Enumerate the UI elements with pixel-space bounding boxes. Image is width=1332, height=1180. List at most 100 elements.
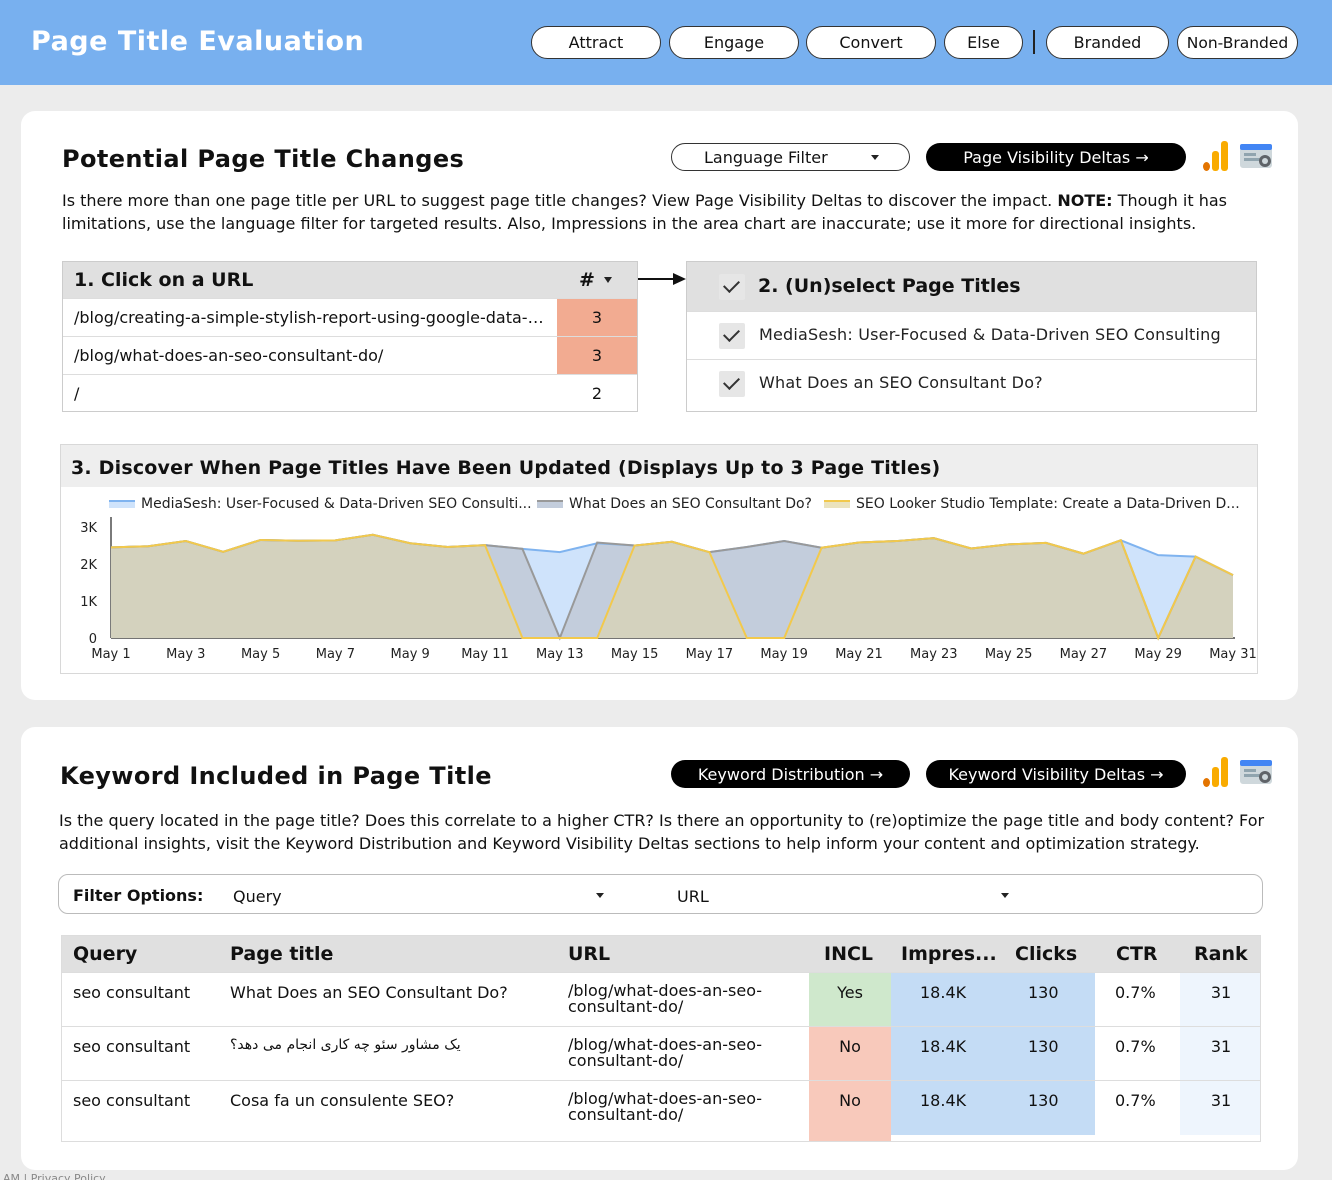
column-header-ctr[interactable]: CTR xyxy=(1116,943,1158,965)
keyword-visibility-deltas-button[interactable]: Keyword Visibility Deltas → xyxy=(926,760,1186,788)
legend-item-series-1[interactable]: MediaSesh: User-Focused & Data-Driven SE… xyxy=(109,496,532,512)
section-title-keyword-included: Keyword Included in Page Title xyxy=(60,762,492,790)
column-header-incl[interactable]: INCL xyxy=(824,943,874,965)
column-header-page-title[interactable]: Page title xyxy=(230,943,334,965)
legend-label: MediaSesh: User-Focused & Data-Driven SE… xyxy=(141,496,532,512)
url-cell: /blog/what-does-an-seo-consultant-do/ xyxy=(568,981,763,1016)
column-header-clicks[interactable]: Clicks xyxy=(1015,943,1078,965)
keyword-table-header: Query Page title URL INCL Impres... Clic… xyxy=(62,936,1260,972)
legend-item-series-3[interactable]: SEO Looker Studio Template: Create a Dat… xyxy=(824,496,1240,512)
title-checkbox[interactable] xyxy=(719,323,745,349)
sort-desc-icon[interactable] xyxy=(604,277,612,283)
list-item[interactable]: What Does an SEO Consultant Do? xyxy=(687,359,1256,407)
google-analytics-icon xyxy=(1203,757,1231,787)
legend-label: SEO Looker Studio Template: Create a Dat… xyxy=(856,496,1240,512)
clicks-cell: 130 xyxy=(1028,1091,1059,1110)
filter-pill-branded[interactable]: Branded xyxy=(1046,26,1169,59)
chart-title: 3. Discover When Page Titles Have Been U… xyxy=(71,457,941,479)
desc-text-2: Though it has limitations, use the langu… xyxy=(62,191,1227,233)
page-visibility-deltas-button[interactable]: Page Visibility Deltas → xyxy=(926,143,1186,171)
legend-label: What Does an SEO Consultant Do? xyxy=(569,496,812,512)
column-header-rank[interactable]: Rank xyxy=(1194,943,1248,965)
x-tick-label: May 5 xyxy=(241,647,280,662)
filter-pill-convert[interactable]: Convert xyxy=(806,26,936,59)
chevron-down-icon[interactable] xyxy=(1001,893,1009,898)
url-cell[interactable]: /blog/what-does-an-seo-consultant-do/ xyxy=(74,346,384,365)
title-checkbox[interactable] xyxy=(719,371,745,397)
impressions-clicks-bg xyxy=(891,1081,1095,1135)
line-series-3 xyxy=(110,533,1234,641)
query-filter-dropdown[interactable]: Query xyxy=(233,887,282,906)
impressions-cell: 18.4K xyxy=(920,1091,967,1110)
impressions-clicks-bg xyxy=(891,973,1095,1027)
incl-cell-partial xyxy=(809,1135,891,1141)
keyword-table: Query Page title URL INCL Impres... Clic… xyxy=(61,935,1261,1142)
title-option-label: MediaSesh: User-Focused & Data-Driven SE… xyxy=(759,325,1221,344)
arrow-right-icon xyxy=(638,278,676,280)
x-tick-label: May 19 xyxy=(760,647,808,662)
url-cell: /blog/what-does-an-seo-consultant-do/ xyxy=(568,1035,763,1070)
table-row[interactable]: seo consultant What Does an SEO Consulta… xyxy=(62,972,1260,1027)
incl-cell: No xyxy=(809,1027,891,1081)
clicks-cell: 130 xyxy=(1028,983,1059,1002)
y-tick-label: 0 xyxy=(89,632,97,647)
count-cell: 3 xyxy=(557,299,637,336)
y-tick-label: 2K xyxy=(80,558,97,573)
filter-pill-else[interactable]: Else xyxy=(944,26,1023,59)
legend-swatch xyxy=(824,500,850,508)
keyword-distribution-button[interactable]: Keyword Distribution → xyxy=(671,760,910,788)
page-title-cell: یک مشاور سئو چه کاری انجام می دهد؟ xyxy=(230,1037,461,1053)
url-cell: /blog/what-does-an-seo-consultant-do/ xyxy=(568,1089,763,1124)
filter-pill-attract[interactable]: Attract xyxy=(531,26,661,59)
count-column-header[interactable]: # xyxy=(579,269,595,291)
list-item[interactable]: MediaSesh: User-Focused & Data-Driven SE… xyxy=(687,311,1256,359)
table-row[interactable]: seo consultant یک مشاور سئو چه کاری انجا… xyxy=(62,1026,1260,1081)
x-tick-label: May 21 xyxy=(835,647,883,662)
table-row[interactable]: / 2 xyxy=(63,374,637,411)
title-list-header-label: 2. (Un)select Page Titles xyxy=(758,275,1021,297)
filter-options-bar: Filter Options: Query URL xyxy=(58,874,1263,914)
column-header-url[interactable]: URL xyxy=(568,943,611,965)
chevron-down-icon[interactable] xyxy=(596,893,604,898)
search-console-icon xyxy=(1240,760,1272,784)
incl-cell: No xyxy=(809,1081,891,1135)
select-all-checkbox[interactable] xyxy=(719,274,745,300)
title-list-header[interactable]: 2. (Un)select Page Titles xyxy=(687,262,1256,311)
section-description: Is the query located in the page title? … xyxy=(59,811,1265,853)
url-cell[interactable]: / xyxy=(74,384,80,403)
title-option-label: What Does an SEO Consultant Do? xyxy=(759,373,1043,392)
y-tick-label: 3K xyxy=(80,521,97,536)
url-cell[interactable]: /blog/creating-a-simple-stylish-report-u… xyxy=(74,308,549,327)
url-filter-dropdown[interactable]: URL xyxy=(677,887,709,906)
column-header-impressions[interactable]: Impres... xyxy=(901,943,997,965)
table-row[interactable]: /blog/what-does-an-seo-consultant-do/ 3 xyxy=(63,336,637,374)
filter-pill-non-branded[interactable]: Non-Branded xyxy=(1177,26,1298,59)
legend-item-series-2[interactable]: What Does an SEO Consultant Do? xyxy=(537,496,812,512)
language-filter-dropdown[interactable]: Language Filter xyxy=(671,143,910,171)
filter-pill-engage[interactable]: Engage xyxy=(669,26,799,59)
desc-text-1: Is there more than one page title per UR… xyxy=(62,191,1058,210)
x-tick-label: May 7 xyxy=(316,647,355,662)
impressions-clicks-bg xyxy=(891,1027,1095,1081)
area-fill-series-3 xyxy=(111,534,1233,638)
x-tick-label: May 27 xyxy=(1060,647,1108,662)
ctr-cell: 0.7% xyxy=(1115,983,1156,1002)
x-tick-label: May 13 xyxy=(536,647,584,662)
section-description: Is there more than one page title per UR… xyxy=(62,189,1262,235)
table-row[interactable]: seo consultant Cosa fa un consulente SEO… xyxy=(62,1080,1260,1135)
x-tick-label: May 11 xyxy=(461,647,509,662)
x-tick-label: May 23 xyxy=(910,647,958,662)
rank-cell: 31 xyxy=(1180,973,1260,1027)
url-table: 1. Click on a URL # /blog/creating-a-sim… xyxy=(62,261,638,412)
x-tick-label: May 3 xyxy=(166,647,205,662)
header-bar: Page Title Evaluation Attract Engage Con… xyxy=(0,0,1332,85)
table-row[interactable]: /blog/creating-a-simple-stylish-report-u… xyxy=(63,298,637,336)
x-tick-label: May 31 xyxy=(1209,647,1257,662)
x-tick-label: May 9 xyxy=(391,647,430,662)
page-title: Page Title Evaluation xyxy=(31,26,365,57)
column-header-query[interactable]: Query xyxy=(73,943,138,965)
ctr-cell: 0.7% xyxy=(1115,1037,1156,1056)
impressions-cell: 18.4K xyxy=(920,1037,967,1056)
page-title-cell: Cosa fa un consulente SEO? xyxy=(230,1091,455,1110)
url-table-header: 1. Click on a URL # xyxy=(63,262,637,298)
